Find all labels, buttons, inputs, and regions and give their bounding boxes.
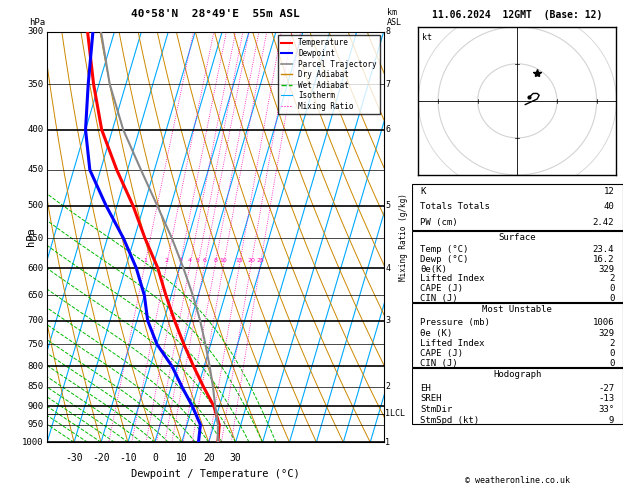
Text: -27: -27 [598,383,615,393]
Text: 2: 2 [609,339,615,348]
Text: 350: 350 [27,80,43,88]
Text: km
ASL: km ASL [387,8,402,28]
Text: 550: 550 [27,234,43,243]
Text: 8: 8 [213,258,217,263]
Text: 3: 3 [386,316,391,325]
Text: 25: 25 [256,258,264,263]
Text: 11.06.2024  12GMT  (Base: 12): 11.06.2024 12GMT (Base: 12) [432,10,603,20]
Text: 4: 4 [188,258,192,263]
Text: Lifted Index: Lifted Index [420,339,485,348]
Text: θe (K): θe (K) [420,329,453,338]
Text: -30: -30 [65,452,83,463]
Text: 6: 6 [203,258,206,263]
Text: 2: 2 [609,275,615,283]
Text: 329: 329 [598,264,615,274]
Text: 800: 800 [27,362,43,371]
Text: 700: 700 [27,316,43,325]
Text: 10: 10 [220,258,228,263]
Text: SREH: SREH [420,395,442,403]
Text: Dewpoint / Temperature (°C): Dewpoint / Temperature (°C) [131,469,300,479]
Text: 1000: 1000 [21,438,43,447]
Text: Most Unstable: Most Unstable [482,306,552,314]
Text: 5: 5 [386,201,391,210]
Text: 650: 650 [27,291,43,300]
Text: Pressure (mb): Pressure (mb) [420,318,490,328]
Text: 400: 400 [27,125,43,134]
Text: -20: -20 [92,452,110,463]
Text: 16.2: 16.2 [593,255,615,264]
Text: 900: 900 [27,402,43,411]
Text: 600: 600 [27,263,43,273]
Text: -10: -10 [119,452,136,463]
Text: 329: 329 [598,329,615,338]
Text: EH: EH [420,383,431,393]
Text: Totals Totals: Totals Totals [420,203,490,211]
Text: 0: 0 [609,360,615,368]
Bar [412,184,623,229]
Text: CIN (J): CIN (J) [420,294,458,303]
Text: 1LCL: 1LCL [386,409,405,418]
Text: 0: 0 [609,349,615,358]
Text: 10: 10 [176,452,187,463]
Legend: Temperature, Dewpoint, Parcel Trajectory, Dry Adiabat, Wet Adiabat, Isotherm, Mi: Temperature, Dewpoint, Parcel Trajectory… [277,35,380,114]
Text: 1: 1 [386,438,391,447]
Text: -13: -13 [598,395,615,403]
Text: 8: 8 [386,27,391,36]
Text: Temp (°C): Temp (°C) [420,245,469,254]
Text: 0: 0 [609,294,615,303]
Text: CAPE (J): CAPE (J) [420,349,464,358]
Text: 2: 2 [165,258,169,263]
Text: Mixing Ratio (g/kg): Mixing Ratio (g/kg) [399,193,408,281]
Text: 15: 15 [235,258,243,263]
Text: Dewp (°C): Dewp (°C) [420,255,469,264]
Text: PW (cm): PW (cm) [420,218,458,226]
Text: 1: 1 [143,258,147,263]
Text: 950: 950 [27,420,43,429]
Text: 2.42: 2.42 [593,218,615,226]
Text: Surface: Surface [499,233,536,242]
Text: kt: kt [422,33,432,42]
Text: 33°: 33° [598,405,615,415]
Text: 12: 12 [604,188,615,196]
Bar [412,231,623,302]
Text: 7: 7 [386,80,391,88]
Text: hPa: hPa [26,227,36,246]
Text: 6: 6 [386,125,391,134]
Text: Hodograph: Hodograph [493,370,542,379]
Text: 0: 0 [609,284,615,293]
Text: θe(K): θe(K) [420,264,447,274]
Text: © weatheronline.co.uk: © weatheronline.co.uk [465,476,570,485]
Text: 20: 20 [203,452,214,463]
Text: 0: 0 [152,452,158,463]
Bar [412,368,623,424]
Text: 3: 3 [178,258,182,263]
Text: 450: 450 [27,165,43,174]
Text: CAPE (J): CAPE (J) [420,284,464,293]
Text: 9: 9 [609,417,615,425]
Text: Lifted Index: Lifted Index [420,275,485,283]
Text: 4: 4 [386,263,391,273]
Text: 5: 5 [196,258,200,263]
Text: StmSpd (kt): StmSpd (kt) [420,417,479,425]
Text: 750: 750 [27,340,43,348]
Text: StmDir: StmDir [420,405,453,415]
Text: 40: 40 [604,203,615,211]
Text: 500: 500 [27,201,43,210]
Text: 2: 2 [386,382,391,391]
Text: 23.4: 23.4 [593,245,615,254]
Text: CIN (J): CIN (J) [420,360,458,368]
Bar [412,303,623,366]
Text: 300: 300 [27,27,43,36]
Text: 30: 30 [230,452,242,463]
Text: hPa: hPa [30,18,45,28]
Text: 40°58'N  28°49'E  55m ASL: 40°58'N 28°49'E 55m ASL [131,9,300,19]
Text: 850: 850 [27,382,43,391]
Text: 20: 20 [247,258,255,263]
Text: K: K [420,188,426,196]
Text: 1006: 1006 [593,318,615,328]
